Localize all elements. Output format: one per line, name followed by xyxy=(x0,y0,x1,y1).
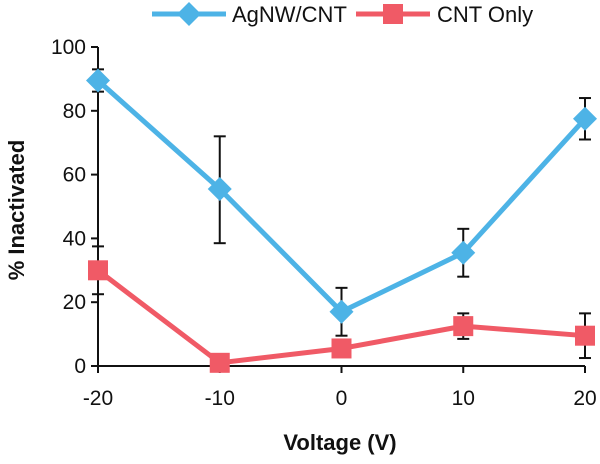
legend: AgNW/CNT CNT Only xyxy=(152,2,533,27)
x-axis-ticks: -20 -10 0 10 20 xyxy=(83,366,597,410)
data-point-agnw-cnt xyxy=(573,106,597,131)
legend-swatch-marker-agnw-cnt xyxy=(177,2,201,26)
data-point-cnt-only xyxy=(453,316,474,337)
series-line-agnw-cnt xyxy=(96,78,587,315)
data-point-agnw-cnt xyxy=(329,299,354,324)
series-layer xyxy=(86,68,597,373)
y-axis-title: % Inactivated xyxy=(4,140,29,281)
legend-item-agnw-cnt: AgNW/CNT xyxy=(152,2,347,27)
x-axis-title: Voltage (V) xyxy=(283,430,396,455)
legend-swatch-marker-cnt-only xyxy=(383,4,403,24)
data-point-agnw-cnt xyxy=(207,176,232,201)
data-point-agnw-cnt xyxy=(86,68,110,93)
data-point-cnt-only xyxy=(209,352,230,373)
x-tick-label: 10 xyxy=(452,387,475,410)
data-point-agnw-cnt xyxy=(451,240,476,265)
x-tick-label: -10 xyxy=(205,387,235,410)
y-tick-label: 40 xyxy=(63,227,86,250)
series-agnw-cnt xyxy=(86,68,597,337)
legend-label-cnt-only: CNT Only xyxy=(437,2,533,27)
legend-item-cnt-only: CNT Only xyxy=(356,2,533,27)
x-tick-label: 20 xyxy=(573,387,596,410)
series-cnt-only xyxy=(88,245,595,373)
y-tick-label: 60 xyxy=(63,164,86,187)
data-point-cnt-only xyxy=(575,325,595,346)
x-tick-label: -20 xyxy=(83,387,113,410)
x-tick-label: 0 xyxy=(336,387,348,410)
data-point-cnt-only xyxy=(88,260,108,281)
y-tick-label: 80 xyxy=(63,100,86,123)
data-point-cnt-only xyxy=(331,338,352,359)
y-tick-label: 100 xyxy=(51,36,86,59)
y-tick-label: 0 xyxy=(74,355,86,378)
legend-label-agnw-cnt: AgNW/CNT xyxy=(232,2,347,27)
y-tick-label: 20 xyxy=(63,291,86,314)
y-axis-ticks: 0 20 40 60 80 100 xyxy=(51,36,98,378)
